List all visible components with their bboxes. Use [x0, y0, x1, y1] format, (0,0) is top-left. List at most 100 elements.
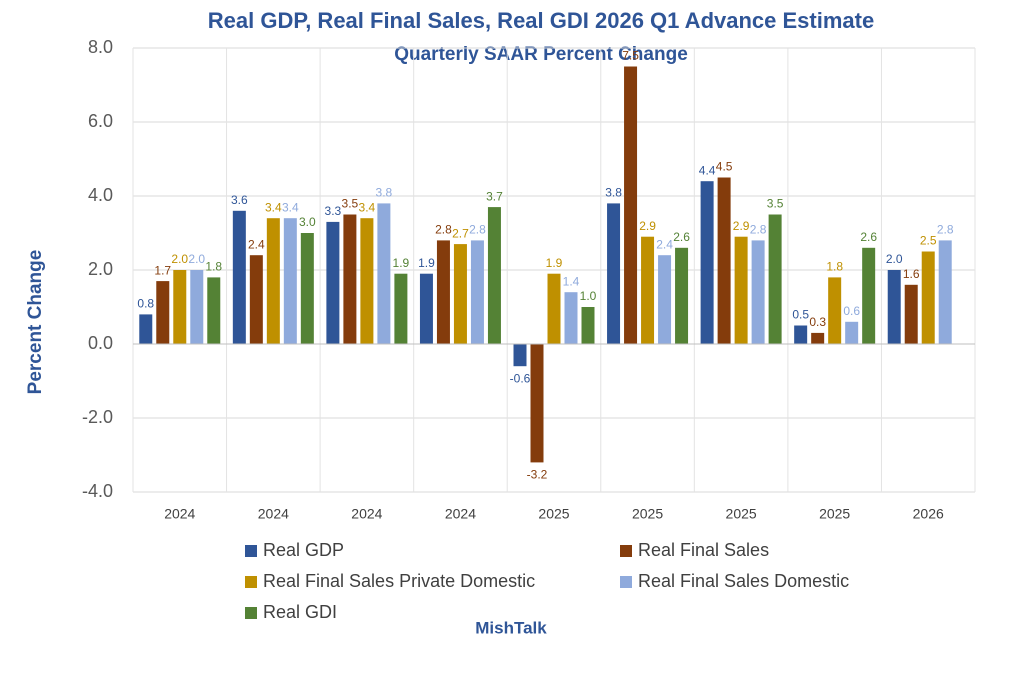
- bar: [283, 218, 297, 344]
- bar: [343, 214, 357, 344]
- value-label: -3.2: [527, 468, 548, 482]
- value-label: 4.4: [699, 163, 716, 177]
- value-label: 7.5: [622, 49, 639, 63]
- value-label: 2.7: [452, 226, 469, 240]
- value-label: 3.5: [767, 197, 784, 211]
- y-axis-label: Percent Change: [25, 250, 46, 395]
- bar: [768, 214, 782, 344]
- bar: [845, 321, 859, 344]
- bar: [266, 218, 280, 344]
- value-label: 2.9: [639, 219, 656, 233]
- bar: [717, 177, 731, 344]
- bar: [232, 210, 246, 344]
- bar: [173, 270, 187, 344]
- bar: [513, 344, 527, 367]
- bar: [624, 66, 638, 344]
- legend-label: Real Final Sales Domestic: [638, 571, 849, 591]
- bar: [249, 255, 263, 344]
- x-tick-label: 2024: [351, 506, 382, 522]
- bar: [828, 277, 842, 344]
- legend-swatch: [245, 545, 257, 557]
- bar: [658, 255, 672, 344]
- value-label: 1.8: [205, 260, 222, 274]
- value-label: 2.0: [886, 252, 903, 266]
- x-tick-label: 2024: [445, 506, 476, 522]
- legend-label: Real Final Sales Private Domestic: [263, 571, 535, 591]
- x-tick-label: 2025: [538, 506, 569, 522]
- value-label: 0.8: [137, 297, 154, 311]
- bar: [326, 221, 340, 344]
- value-label: 2.8: [937, 223, 954, 237]
- value-label: 2.8: [750, 223, 767, 237]
- value-label: 1.6: [903, 267, 920, 281]
- value-label: 3.4: [359, 200, 376, 214]
- value-label: 2.9: [733, 219, 750, 233]
- value-label: 0.5: [792, 308, 809, 322]
- bar: [190, 270, 204, 344]
- y-tick-label: 4.0: [88, 185, 113, 205]
- bar: [377, 203, 391, 344]
- value-label: 3.8: [376, 186, 393, 200]
- value-label: 0.3: [809, 315, 826, 329]
- y-tick-label: -4.0: [82, 481, 113, 501]
- x-tick-label: 2025: [819, 506, 850, 522]
- bar: [675, 247, 689, 344]
- bar: [734, 236, 748, 344]
- value-label: 1.0: [580, 289, 597, 303]
- bar: [751, 240, 765, 344]
- bar: [360, 218, 374, 344]
- bar: [530, 344, 544, 463]
- bar: [581, 307, 595, 344]
- value-label: 2.4: [656, 237, 673, 251]
- bar: [139, 314, 153, 344]
- bar: [419, 273, 433, 344]
- value-label: 3.3: [325, 204, 342, 218]
- value-label: 3.4: [265, 200, 282, 214]
- x-tick-label: 2025: [632, 506, 663, 522]
- value-label: 3.5: [342, 197, 359, 211]
- value-label: 3.7: [486, 189, 503, 203]
- value-label: 2.8: [469, 223, 486, 237]
- value-label: 2.6: [673, 230, 690, 244]
- bar: [453, 244, 467, 344]
- value-label: 1.9: [546, 256, 563, 270]
- value-label: 4.5: [716, 160, 733, 174]
- bar: [938, 240, 952, 344]
- chart-subtitle: Quarterly SAAR Percent Change: [394, 44, 688, 65]
- bar: [700, 181, 714, 344]
- bar: [862, 247, 876, 344]
- value-label: 2.0: [188, 252, 205, 266]
- value-label: 2.0: [171, 252, 188, 266]
- legend-swatch: [620, 545, 632, 557]
- x-tick-label: 2024: [164, 506, 195, 522]
- value-label: 0.6: [843, 304, 860, 318]
- value-label: 3.4: [282, 200, 299, 214]
- value-label: 1.4: [563, 274, 580, 288]
- bar: [547, 273, 561, 344]
- y-tick-label: 0.0: [88, 333, 113, 353]
- x-tick-label: 2024: [258, 506, 289, 522]
- value-label: 3.0: [299, 215, 316, 229]
- bar: [394, 273, 408, 344]
- bar: [564, 292, 578, 344]
- chart-title: Real GDP, Real Final Sales, Real GDI 202…: [208, 8, 874, 33]
- value-label: 2.5: [920, 234, 937, 248]
- bar: [887, 270, 901, 344]
- bar: [156, 281, 170, 344]
- bar: [811, 332, 825, 344]
- y-tick-label: 2.0: [88, 259, 113, 279]
- bar: [436, 240, 450, 344]
- bar: [300, 233, 314, 344]
- value-label: 2.8: [435, 223, 452, 237]
- x-tick-label: 2026: [913, 506, 944, 522]
- bar: [470, 240, 484, 344]
- value-label: 3.6: [231, 193, 248, 207]
- legend-swatch: [245, 576, 257, 588]
- legend-label: Real Final Sales: [638, 540, 769, 560]
- legend-swatch: [245, 607, 257, 619]
- legend-label: Real GDP: [263, 540, 344, 560]
- y-tick-label: -2.0: [82, 407, 113, 427]
- x-tick-label: 2025: [726, 506, 757, 522]
- y-tick-label: 8.0: [88, 37, 113, 57]
